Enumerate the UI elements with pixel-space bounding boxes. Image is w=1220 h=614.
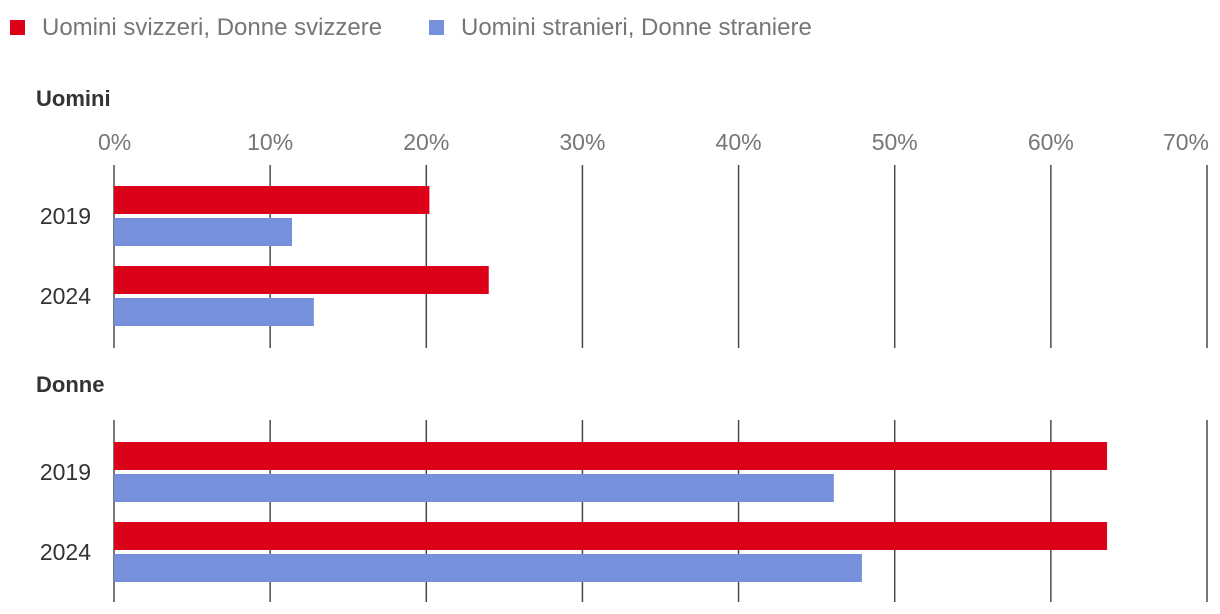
bar-uomini-2024-series-0 [114,266,489,294]
bar-donne-2024-series-0 [114,522,1108,550]
legend-swatch-0 [10,20,25,35]
category-label: 2019 [40,203,91,229]
x-tick-label: 40% [716,129,762,155]
x-tick-label: 50% [872,129,918,155]
panel-uomini: Uomini 0% 10% 20% 30% 40% 50% 60% 70% 2019 2024 [36,86,1209,348]
category-label: 2024 [40,539,91,565]
bar-uomini-2019-series-0 [114,186,430,214]
category-label: 2024 [40,283,91,309]
x-tick-label: 60% [1028,129,1074,155]
bar-donne-2024-series-1 [114,554,862,582]
bar-donne-2019-series-1 [114,474,834,502]
bar-donne-2019-series-0 [114,442,1108,470]
panel-title: Uomini [36,86,111,111]
panel-donne: Donne 2019 2024 [36,372,1208,602]
x-tick-label: 0% [98,129,131,155]
category-label: 2019 [40,459,91,485]
legend-swatch-1 [429,20,444,35]
legend: Uomini svizzeri, Donne svizzere Uomini st… [10,14,812,41]
x-tick-label: 70% [1163,129,1209,155]
legend-label-1: Uomini stranieri, Donne straniere [461,14,812,41]
legend-label-0: Uomini svizzeri, Donne svizzere [42,14,382,41]
panel-title: Donne [36,372,104,397]
x-tick-label: 10% [247,129,293,155]
bar-uomini-2019-series-1 [114,218,293,246]
x-tick-label: 30% [559,129,605,155]
bar-uomini-2024-series-1 [114,298,314,326]
x-tick-label: 20% [403,129,449,155]
